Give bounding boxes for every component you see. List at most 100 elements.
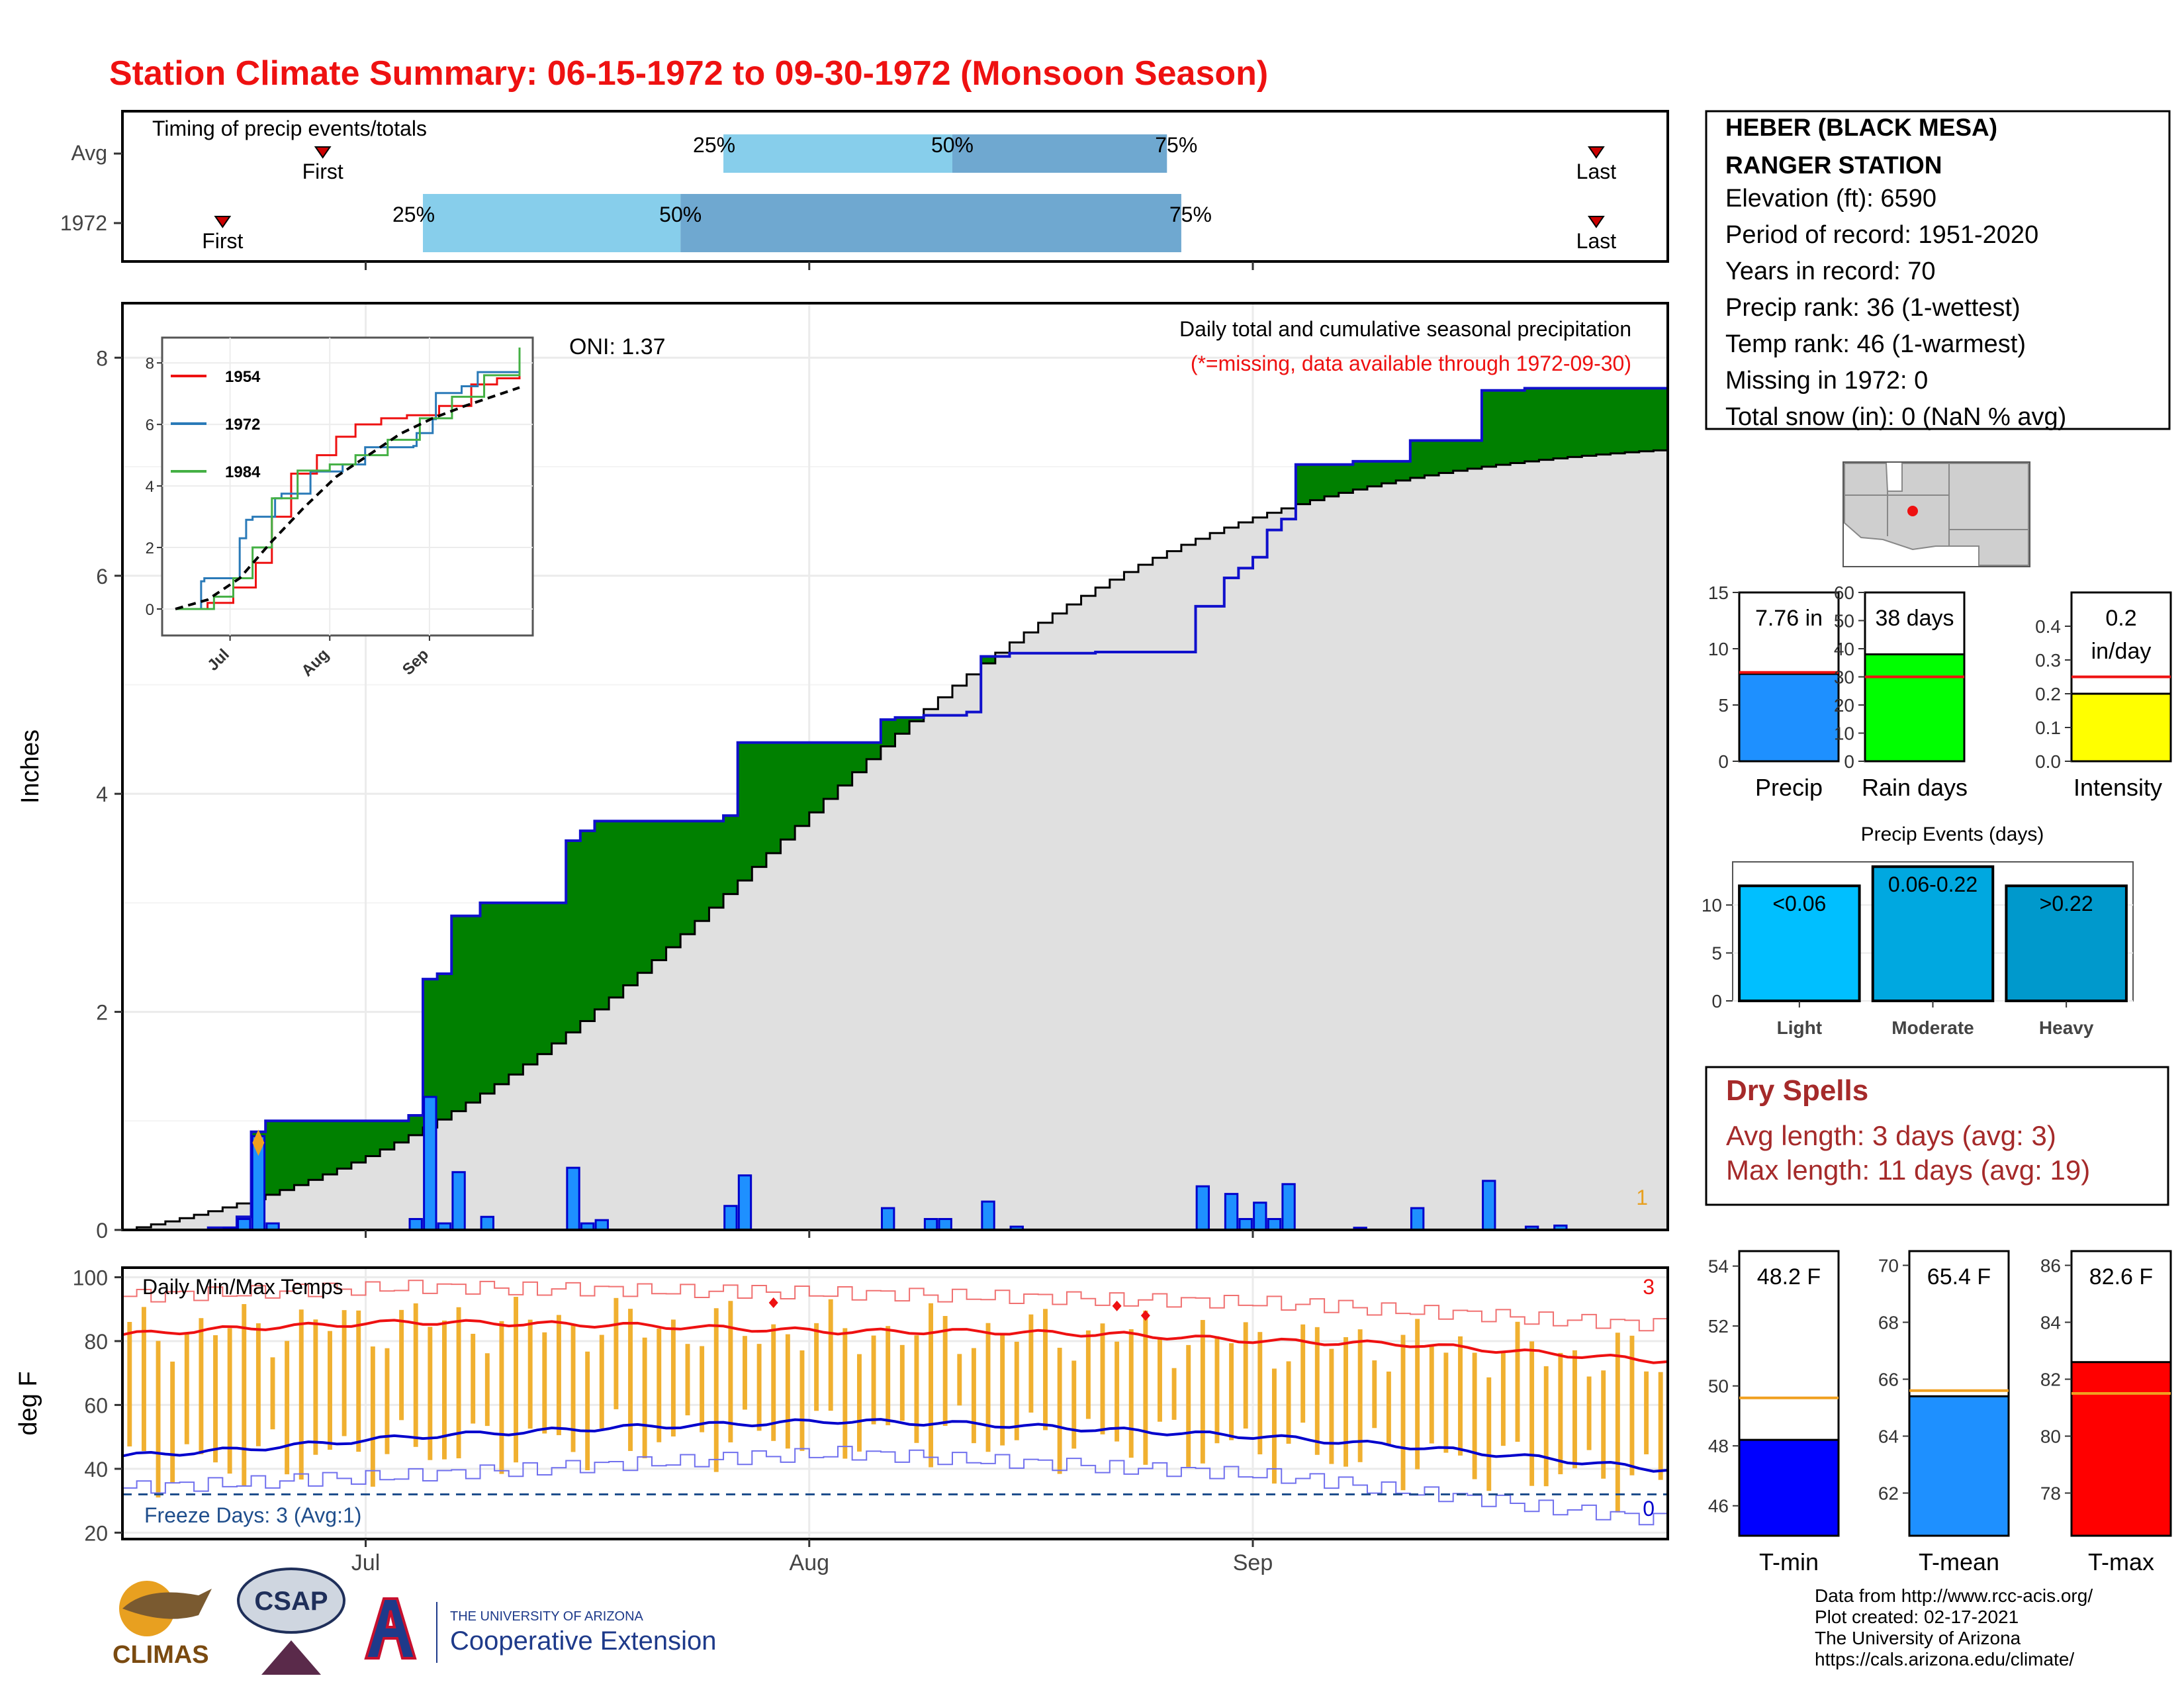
daily-temp-bar: [1085, 1330, 1091, 1419]
credit-line-2: Plot created: 02-17-2021: [1815, 1607, 2019, 1627]
daily-temp-bar: [341, 1310, 347, 1436]
daily-temp-bar: [542, 1332, 547, 1434]
daily-temp-bar: [1158, 1338, 1162, 1422]
daily-precip-bar: [1224, 1193, 1239, 1231]
daily-precip-bar: [594, 1219, 609, 1231]
events-category-label: Heavy: [2039, 1017, 2094, 1038]
daily-temp-bar: [471, 1333, 476, 1424]
daily-precip-bar: [1410, 1207, 1425, 1231]
credit-line-3: The University of Arizona: [1815, 1628, 2021, 1648]
daily-temp-bar: [328, 1331, 332, 1450]
tmean-label: T-mean: [1919, 1548, 1999, 1575]
daily-temp-bar: [1286, 1361, 1291, 1444]
daily-temp-bar: [1014, 1341, 1019, 1440]
dry-spells-box: Dry Spells Avg length: 3 days (avg: 3) M…: [1705, 1066, 2169, 1206]
daily-temp-bar: [156, 1340, 161, 1498]
rain_days-y-tick-label: 60: [1834, 583, 1854, 603]
daily-temp-bar: [871, 1335, 876, 1425]
intensity-value-label-2: in/day: [2091, 639, 2152, 664]
daily-precip-bar: [723, 1205, 738, 1231]
station-line: Years in record: 70: [1725, 258, 1936, 285]
temp-y-tick-label: 60: [84, 1393, 108, 1417]
daily-temp-bar: [599, 1335, 604, 1429]
temp-frame: [121, 1266, 1669, 1540]
inset-legend-label: 1954: [225, 368, 261, 386]
station-location-dot: [1907, 506, 1918, 516]
tmean-value-label: 65.4 F: [1927, 1264, 1991, 1289]
inset-y-tick-label: 2: [146, 539, 154, 557]
tmin-y-tick-label: 48: [1708, 1436, 1729, 1456]
csap-logo-text: CSAP: [254, 1587, 328, 1616]
inset-series-line: [175, 370, 521, 610]
inset-y-tick-label: 0: [146, 601, 154, 619]
record-low-count: 0: [1643, 1497, 1655, 1521]
daily-temp-bar: [614, 1297, 619, 1409]
dry-spells-avg: Avg length: 3 days (avg: 3): [1726, 1120, 2056, 1151]
tmin-y-tick-label: 52: [1708, 1316, 1729, 1336]
precip-panel: 0 2 4 6 8 Inches Daily total and cumulative …: [17, 302, 1669, 1243]
station-line: Precip rank: 36 (1-wettest): [1725, 294, 2021, 322]
tmean-bar: [1908, 1395, 2010, 1537]
daily-temp-bar: [1271, 1368, 1277, 1484]
map-region-shape: [1844, 463, 2029, 566]
daily-temp-bar: [313, 1319, 318, 1455]
timing-quartile-50-75: [952, 134, 1167, 173]
daily-temp-bar: [828, 1299, 833, 1411]
average-min-line: [122, 1418, 1668, 1473]
daily-temp-bar: [1601, 1370, 1606, 1479]
daily-precip-bar: [451, 1171, 466, 1231]
daily-temp-bar: [141, 1307, 146, 1451]
rain_days-y-tick-label: 10: [1834, 724, 1854, 744]
precip_total-bar: [1738, 673, 1840, 763]
timing-marks: 25% 50% 75% First Last 25% 50% 75% First Last: [202, 133, 1616, 253]
daily-temp-bar: [899, 1344, 905, 1421]
events-y-tick-label: 0: [1711, 991, 1722, 1011]
inset-legend-label: 1984: [225, 463, 261, 481]
daily-precip-bar: [1238, 1218, 1253, 1231]
intensity-y-tick-label: 0.2: [2035, 684, 2061, 704]
daily-temp-bar: [1214, 1336, 1220, 1444]
daily-temp-bar: [1615, 1333, 1620, 1513]
tmean-y-tick-label: 64: [1878, 1427, 1899, 1447]
daily-temp-bar: [213, 1335, 218, 1463]
precip-events-chart: Precip Events (days) 0 5 10 <0.06 Light 0.06-…: [1702, 823, 2134, 1038]
daily-precip-bar: [566, 1166, 580, 1231]
daily-temp-bar: [441, 1320, 447, 1460]
record-daily-marker: [252, 1129, 265, 1156]
daily-temp-bar: [1415, 1319, 1420, 1470]
daily-temp-bar: [628, 1309, 633, 1451]
ua-logo-line2: Cooperative Extension: [450, 1626, 716, 1656]
daily-temp-bar: [743, 1336, 747, 1410]
precip-y-tick-label: 4: [96, 782, 108, 806]
rain_days-bar: [1864, 653, 1966, 763]
ua-logo: THE UNIVERSITY OF ARIZONA Cooperative Ex…: [361, 1595, 716, 1663]
intensity-value-label: 0.2: [2105, 606, 2136, 631]
events-bar: [1871, 865, 1995, 1002]
tmax-value-label: 82.6 F: [2089, 1264, 2153, 1289]
daily-temp-bar: [771, 1324, 776, 1441]
timing-row-avg-name: Avg: [71, 141, 107, 165]
intensity-y-tick-label: 0.1: [2035, 718, 2061, 738]
inset-y-tick-label: 8: [146, 355, 154, 373]
daily-temp-bar: [1472, 1352, 1477, 1479]
daily-temp-bar: [1629, 1335, 1635, 1476]
timing-x-ticks: [365, 261, 1254, 270]
climas-logo-shape: [122, 1589, 212, 1619]
precip-frame: [121, 302, 1669, 1231]
tmax-label: T-max: [2088, 1548, 2154, 1575]
daily-temp-bar: [856, 1354, 862, 1452]
intensity-label: Intensity: [2073, 774, 2162, 801]
daily-temp-bar: [527, 1319, 533, 1429]
daily-temp-bar: [399, 1309, 404, 1421]
daily-temp-bar: [1028, 1314, 1034, 1413]
events-y-tick-label: 10: [1702, 895, 1722, 915]
dry-spells-frame: [1705, 1066, 2169, 1206]
daily-precip-bar: [737, 1174, 752, 1231]
daily-temp-bar: [484, 1353, 490, 1427]
daily-temp-bar: [685, 1344, 690, 1416]
daily-temp-bar: [700, 1346, 705, 1432]
events-bar-label: 0.06-0.22: [1888, 872, 1978, 896]
daily-precip-bar: [1281, 1183, 1296, 1231]
daily-temp-bar: [1429, 1346, 1434, 1444]
precip_total-y-tick-label: 5: [1718, 695, 1729, 716]
